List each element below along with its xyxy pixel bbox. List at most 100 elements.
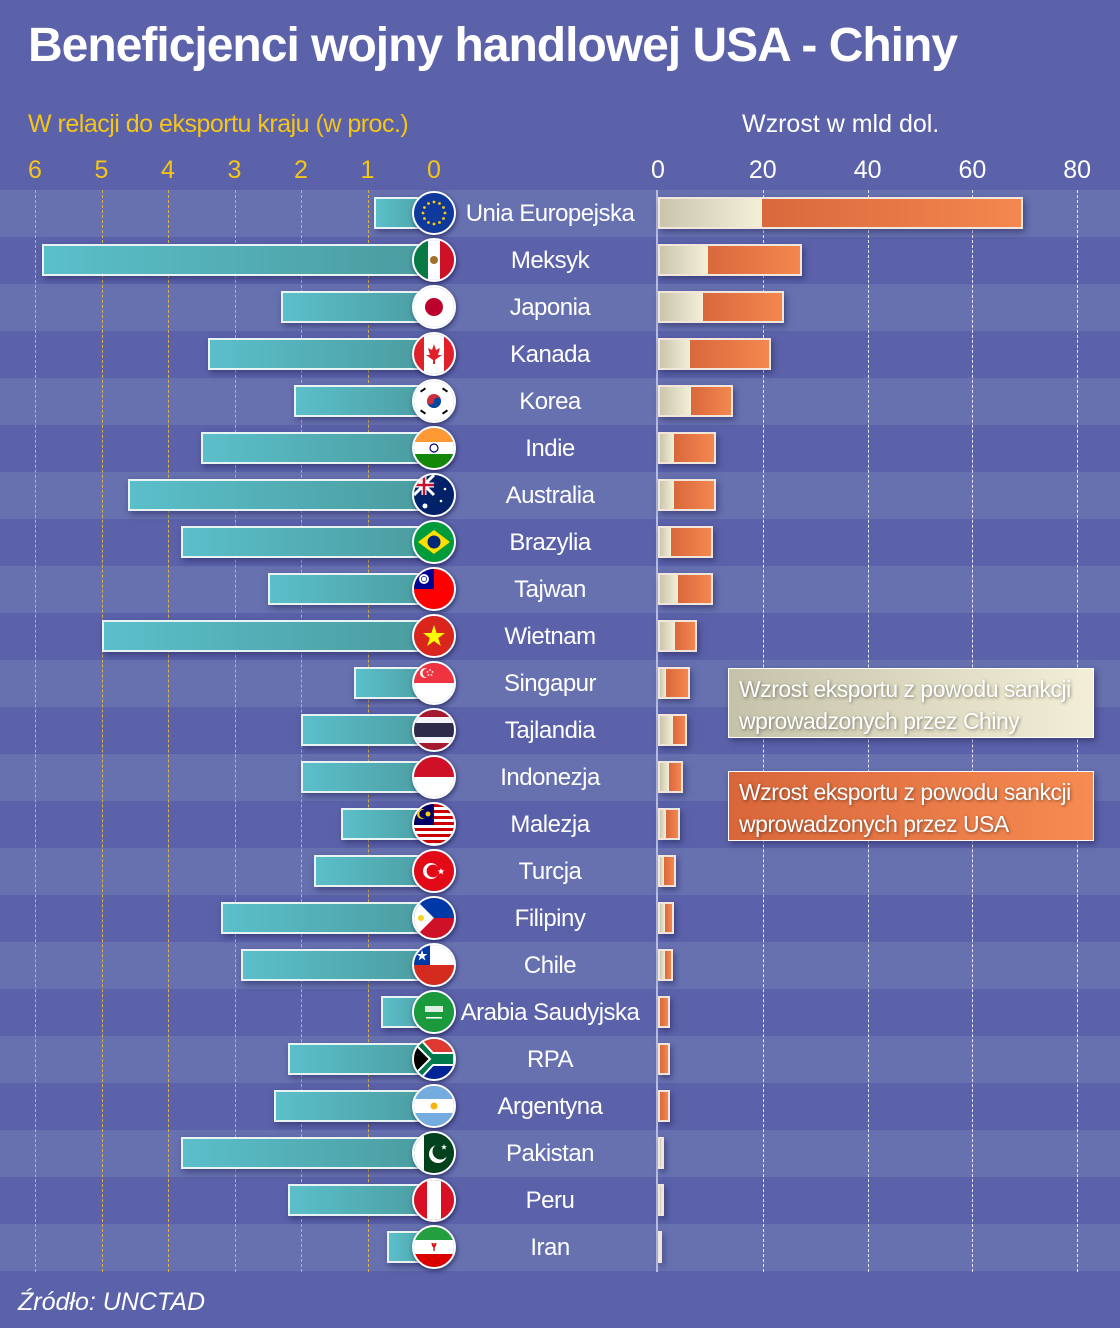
country-label: Arabia Saudyjska <box>460 999 640 1026</box>
pct-bar <box>101 620 440 652</box>
right-tick-label: 80 <box>1063 156 1092 184</box>
pakistan-flag-icon <box>412 1131 456 1175</box>
china-sanctions-segment <box>660 246 709 274</box>
iran-flag-icon <box>412 1225 456 1269</box>
saudi-arabia-flag-icon <box>412 990 456 1034</box>
left-tick-label: 3 <box>227 156 242 184</box>
left-tick-label: 2 <box>294 156 308 184</box>
growth-bar <box>658 526 714 558</box>
growth-bar <box>658 197 1024 229</box>
country-label: Wietnam <box>504 623 596 650</box>
usa-sanctions-segment <box>660 1045 669 1073</box>
growth-bar <box>658 620 697 652</box>
usa-sanctions-segment <box>665 904 673 932</box>
country-label: Tajwan <box>514 576 586 603</box>
growth-bar <box>658 1184 664 1216</box>
country-label: Meksyk <box>510 247 590 274</box>
china-sanctions-segment <box>660 622 676 650</box>
left-tick-label: 1 <box>360 156 375 184</box>
canada-flag-icon <box>412 332 456 376</box>
pct-bar <box>181 526 440 558</box>
growth-bar <box>658 667 690 699</box>
pct-bar <box>41 244 440 276</box>
china-sanctions-segment <box>660 716 674 744</box>
usa-sanctions-segment <box>665 810 678 838</box>
usa-sanctions-segment <box>674 481 715 509</box>
vietnam-flag-icon <box>412 614 456 658</box>
usa-sanctions-segment <box>664 857 674 885</box>
china-sanctions-segment <box>660 669 666 697</box>
country-label: Kanada <box>510 341 590 368</box>
right-zero-axis <box>656 190 658 1272</box>
left-tick-label: 6 <box>28 156 42 184</box>
australia-flag-icon <box>412 473 456 517</box>
malaysia-flag-icon <box>412 802 456 846</box>
country-label: Singapur <box>503 670 597 697</box>
usa-sanctions-segment <box>690 387 731 415</box>
row-stripe <box>0 566 1120 613</box>
china-sanctions-segment <box>660 528 671 556</box>
country-label: Chile <box>523 952 577 979</box>
right-subtitle: Wzrost w mld dol. <box>742 110 940 138</box>
growth-bar <box>658 432 717 464</box>
country-label: Argentyna <box>497 1093 603 1120</box>
usa-sanctions-segment <box>660 998 669 1026</box>
left-gridline <box>35 190 36 1272</box>
india-flag-icon <box>412 426 456 470</box>
growth-bar <box>658 902 675 934</box>
china-sanctions-segment <box>660 575 678 603</box>
usa-sanctions-segment <box>708 246 801 274</box>
growth-bar <box>658 385 733 417</box>
growth-bar <box>658 855 676 887</box>
pct-bar <box>267 573 440 605</box>
country-label: Australia <box>505 482 595 509</box>
growth-bar <box>658 244 803 276</box>
usa-sanctions-segment <box>677 575 712 603</box>
usa-sanctions-segment <box>762 199 1022 227</box>
usa-sanctions-segment <box>665 669 688 697</box>
chile-flag-icon <box>412 943 456 987</box>
south-africa-flag-icon <box>412 1037 456 1081</box>
country-label: RPA <box>526 1046 574 1073</box>
china-sanctions-segment <box>660 904 666 932</box>
usa-sanctions-segment <box>702 293 782 321</box>
china-sanctions-segment <box>660 763 669 791</box>
growth-bar <box>658 1043 671 1075</box>
usa-sanctions-segment <box>671 528 712 556</box>
row-stripe <box>0 1036 1120 1083</box>
row-stripe <box>0 1224 1120 1271</box>
peru-flag-icon <box>412 1178 456 1222</box>
growth-bar <box>658 291 784 323</box>
singapore-flag-icon <box>412 661 456 705</box>
turkey-flag-icon <box>412 849 456 893</box>
china-sanctions-segment <box>660 481 675 509</box>
usa-sanctions-segment <box>675 622 695 650</box>
brazil-flag-icon <box>412 520 456 564</box>
growth-bar <box>658 949 674 981</box>
country-label: Peru <box>525 1187 575 1214</box>
chart-title: Beneficjenci wojny handlowej USA - Chiny <box>28 19 958 72</box>
argentina-flag-icon <box>412 1084 456 1128</box>
country-label: Iran <box>530 1234 570 1261</box>
pct-bar <box>241 949 440 981</box>
legend-china: Wzrost eksportu z powodu sankcji wprowad… <box>728 668 1094 738</box>
growth-bar <box>658 996 671 1028</box>
right-tick-label: 60 <box>958 156 987 184</box>
usa-sanctions-segment <box>673 716 685 744</box>
usa-sanctions-segment <box>660 1092 669 1120</box>
country-label: Tajlandia <box>504 717 596 744</box>
growth-bar <box>658 1137 664 1169</box>
growth-bar <box>658 479 717 511</box>
usa-sanctions-segment <box>668 763 682 791</box>
right-tick-label: 20 <box>748 156 777 184</box>
growth-bar <box>658 338 772 370</box>
left-gridline <box>234 190 236 1272</box>
left-tick-label: 5 <box>94 156 109 184</box>
growth-bar <box>658 714 687 746</box>
china-sanctions-segment <box>660 857 665 885</box>
philippines-flag-icon <box>412 896 456 940</box>
growth-bar <box>658 761 684 793</box>
source-note: Źródło: UNCTAD <box>18 1288 206 1316</box>
growth-bar <box>658 1231 662 1263</box>
country-label: Japonia <box>509 294 591 321</box>
